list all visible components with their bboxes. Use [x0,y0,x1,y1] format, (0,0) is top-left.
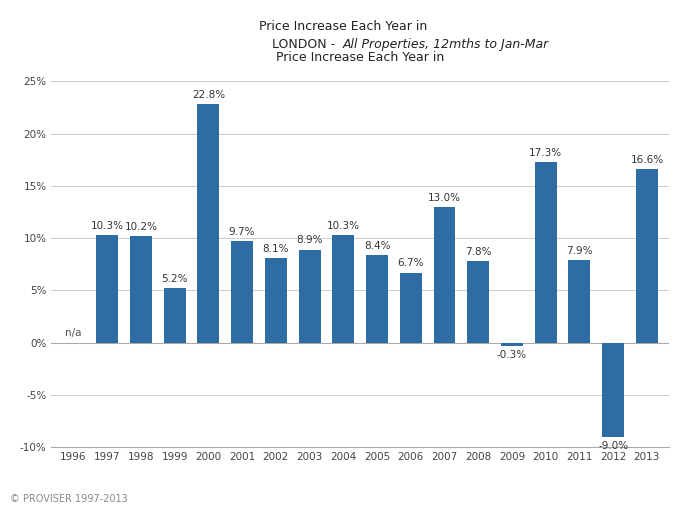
Text: © PROVISER 1997-2013: © PROVISER 1997-2013 [10,494,128,504]
Text: All Properties, 12mths to Jan-Mar: All Properties, 12mths to Jan-Mar [343,38,549,51]
Bar [198,104,220,342]
Bar [96,235,118,342]
Text: 10.3%: 10.3% [327,220,359,231]
Bar [434,207,456,342]
Text: 7.9%: 7.9% [566,246,593,256]
Bar [400,272,422,342]
Bar [298,249,320,342]
Text: 17.3%: 17.3% [529,147,563,157]
Text: 8.4%: 8.4% [364,241,390,250]
Text: 13.0%: 13.0% [428,193,461,203]
Bar [501,342,523,345]
Text: 8.9%: 8.9% [296,235,323,245]
Bar [467,261,489,342]
Text: LONDON -: LONDON - [272,38,343,51]
Bar [602,342,624,436]
Bar [265,258,287,342]
Text: n/a: n/a [65,328,82,338]
Text: 10.3%: 10.3% [91,220,123,231]
Text: 16.6%: 16.6% [630,155,663,165]
Bar [164,288,185,342]
Bar [535,162,556,342]
Bar [636,169,658,342]
Text: 7.8%: 7.8% [465,247,491,257]
Bar [366,255,388,342]
Text: 22.8%: 22.8% [192,90,225,100]
Text: Price Increase Each Year in: Price Increase Each Year in [259,20,427,34]
Bar [569,260,591,342]
Bar [130,236,152,342]
Text: -9.0%: -9.0% [598,441,628,451]
Text: 10.2%: 10.2% [124,222,157,232]
Text: 9.7%: 9.7% [229,227,255,237]
Text: 8.1%: 8.1% [263,244,289,253]
Bar [332,235,354,342]
Title: Price Increase Each Year in
: Price Increase Each Year in [276,51,445,79]
Text: -0.3%: -0.3% [497,350,527,360]
Text: 5.2%: 5.2% [161,274,188,284]
Bar [231,241,253,342]
Text: 6.7%: 6.7% [397,259,424,268]
